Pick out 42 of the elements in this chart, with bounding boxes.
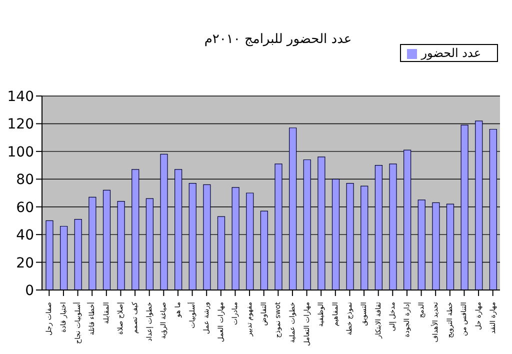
bar: [303, 159, 311, 290]
chart-title: عدد الحضور للبرامج ٢٠١٠م: [203, 32, 353, 47]
bar: [246, 192, 254, 290]
bar: [274, 164, 282, 290]
bar: [389, 164, 397, 290]
y-tick-label: 80: [16, 172, 34, 188]
y-tick-label: 0: [25, 282, 34, 299]
bar: [174, 169, 182, 290]
bar: [132, 169, 140, 290]
y-tick-label: 60: [16, 200, 34, 216]
bar: [217, 216, 226, 290]
y-tick-label: 100: [7, 144, 34, 160]
bar: [460, 124, 468, 290]
bar: [489, 128, 497, 290]
bar: [318, 156, 326, 290]
y-tick-label: 20: [16, 255, 34, 272]
bar: [360, 186, 368, 290]
bar: [374, 164, 382, 290]
bar: [146, 198, 154, 290]
bar: [188, 183, 196, 290]
bar: [332, 178, 340, 290]
bar: [74, 219, 82, 290]
bar: [117, 201, 125, 290]
bar: [404, 150, 412, 290]
y-tick-label: 140: [7, 88, 34, 105]
bar: [289, 128, 297, 290]
bar: [475, 120, 483, 290]
legend-label: عدد الحضور: [421, 46, 481, 60]
bar: [203, 184, 211, 290]
bar: [160, 154, 168, 290]
bar: [102, 190, 111, 290]
y-tick-label: 120: [7, 116, 34, 133]
bar: [232, 187, 240, 290]
bar: [346, 183, 354, 290]
y-tick-label: 40: [16, 228, 34, 244]
bar: [46, 220, 54, 290]
bar: [88, 196, 96, 290]
bar: [446, 204, 454, 290]
bar: [418, 200, 426, 290]
bar: [432, 202, 440, 290]
bar: [260, 210, 268, 290]
bar: [60, 226, 68, 290]
